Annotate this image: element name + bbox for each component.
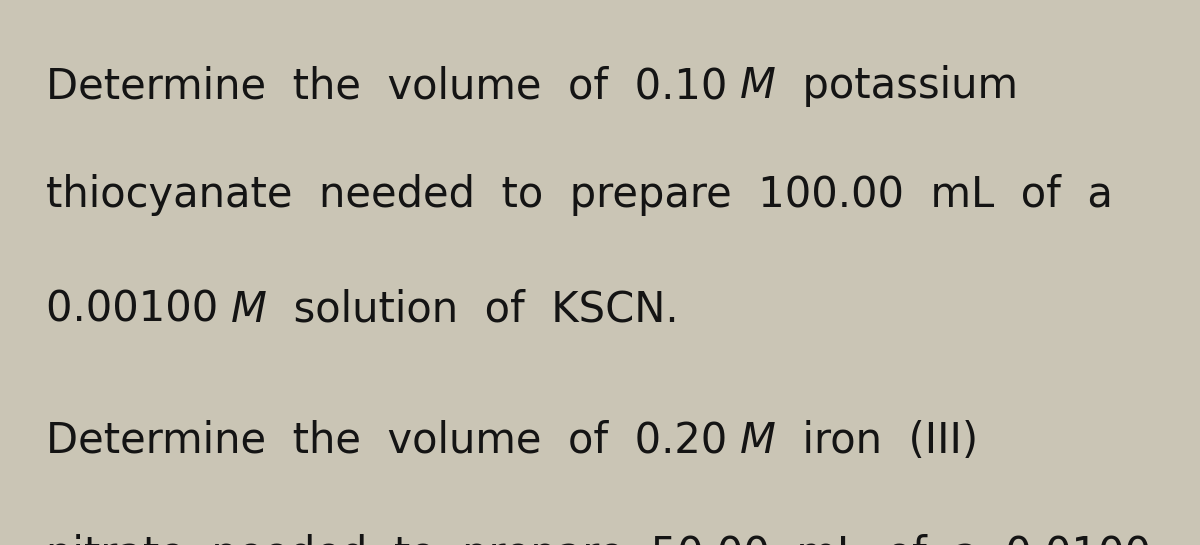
Text: 0.00100: 0.00100 <box>46 289 232 331</box>
Text: potassium: potassium <box>776 65 1018 107</box>
Text: nitrate  needed  to  prepare  50.00  mL  of  a  0.0100: nitrate needed to prepare 50.00 mL of a … <box>46 534 1151 545</box>
Text: iron  (III): iron (III) <box>776 420 978 462</box>
Text: M: M <box>232 289 266 331</box>
Text: solution  of  KSCN.: solution of KSCN. <box>266 289 679 331</box>
Text: M: M <box>740 420 776 462</box>
Text: Determine  the  volume  of  0.10: Determine the volume of 0.10 <box>46 65 740 107</box>
Text: M: M <box>740 65 776 107</box>
Text: Determine  the  volume  of  0.20: Determine the volume of 0.20 <box>46 420 740 462</box>
Text: thiocyanate  needed  to  prepare  100.00  mL  of  a: thiocyanate needed to prepare 100.00 mL … <box>46 174 1112 216</box>
